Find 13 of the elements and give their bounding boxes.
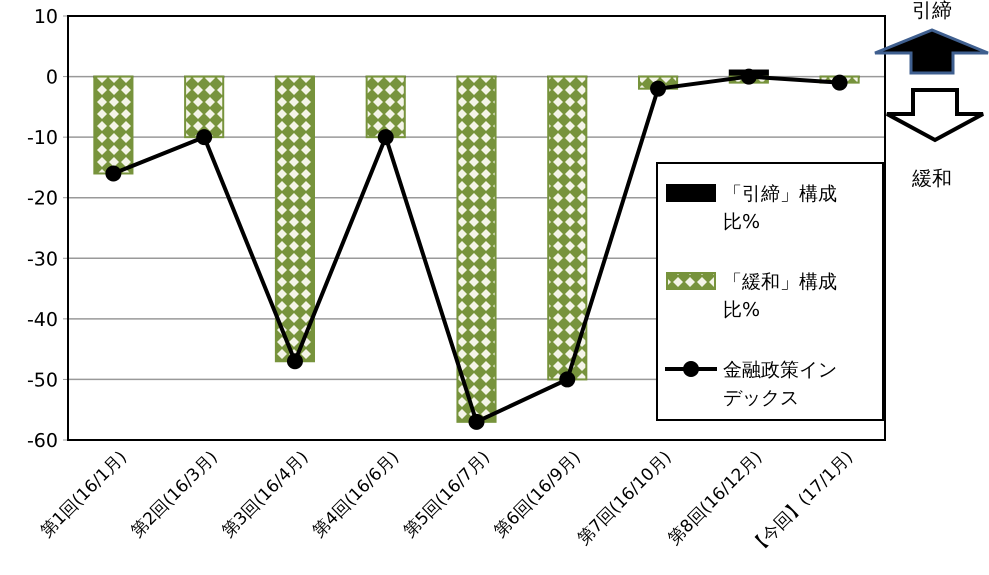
legend-label: 「引締」構成比% xyxy=(723,183,837,233)
y-tick-label: 10 xyxy=(34,6,58,28)
y-tick-label: -40 xyxy=(26,308,58,331)
y-tick-label: 0 xyxy=(46,66,58,89)
text: 緩和 xyxy=(911,166,952,190)
y-tick-label: -60 xyxy=(26,430,58,452)
legend-label: 「緩和」構成比% xyxy=(723,271,837,321)
y-tick-label: -50 xyxy=(26,369,58,392)
y-tick-label: -10 xyxy=(26,127,58,150)
y-tick-label: -30 xyxy=(26,248,58,270)
legend-label: 金融政策インデックス xyxy=(723,359,837,409)
text: 引締 xyxy=(912,0,952,22)
y-tick-label: -20 xyxy=(26,188,58,210)
